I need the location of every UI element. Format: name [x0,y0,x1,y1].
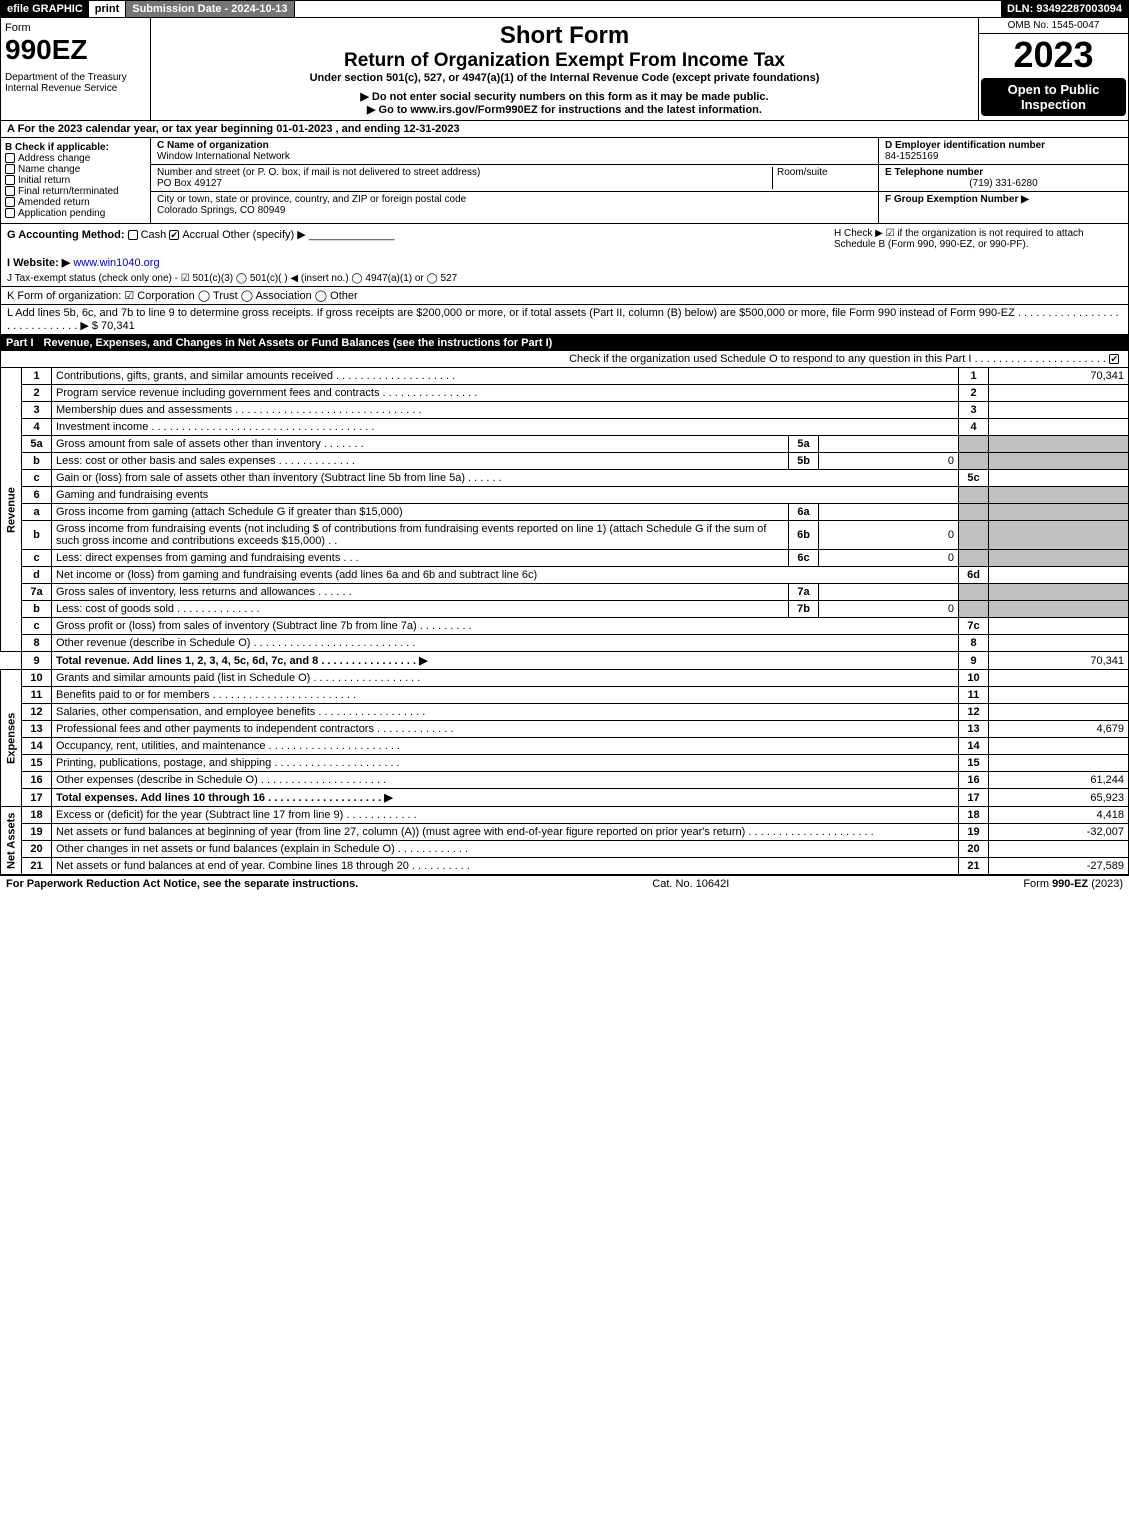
dln-label: DLN: 93492287003094 [1001,1,1128,17]
col-c: C Name of organization Window Internatio… [151,138,878,223]
department: Department of the Treasury Internal Reve… [5,72,146,94]
checkbox-address[interactable] [5,153,15,163]
print-button[interactable]: print [89,1,126,17]
footer-mid: Cat. No. 10642I [652,878,729,890]
col-b-title: B Check if applicable: [5,142,146,153]
line-a: A For the 2023 calendar year, or tax yea… [0,121,1129,138]
checkbox-pending[interactable] [5,208,15,218]
submission-date: Submission Date - 2024-10-13 [126,1,294,17]
return-title: Return of Organization Exempt From Incom… [155,50,974,72]
line-h: H Check ▶ ☑ if the organization is not r… [828,224,1128,254]
under-section: Under section 501(c), 527, or 4947(a)(1)… [155,72,974,84]
footer: For Paperwork Reduction Act Notice, see … [0,875,1129,892]
room-label: Room/suite [772,167,872,189]
city: Colorado Springs, CO 80949 [157,205,285,216]
netassets-label: Net Assets [1,807,22,875]
checkbox-initial[interactable] [5,175,15,185]
footer-left: For Paperwork Reduction Act Notice, see … [6,878,358,890]
no-ssn: ▶ Do not enter social security numbers o… [155,90,974,103]
expenses-label: Expenses [1,670,22,807]
checkbox-final[interactable] [5,186,15,196]
part1-checkline: Check if the organization used Schedule … [0,351,1129,367]
lines-table: Revenue 1 Contributions, gifts, grants, … [0,367,1129,875]
checkbox-cash[interactable] [128,230,138,240]
form-header: Form 990EZ Department of the Treasury In… [0,18,1129,121]
goto-link[interactable]: ▶ Go to www.irs.gov/Form990EZ for instru… [155,103,974,116]
name-label: C Name of organization [157,140,269,151]
tax-year: 2023 [979,34,1128,76]
e-label: E Telephone number [885,167,983,178]
part1-title: Revenue, Expenses, and Changes in Net As… [44,337,553,349]
header-left: Form 990EZ Department of the Treasury In… [1,18,151,120]
city-label: City or town, state or province, country… [157,194,466,205]
d-label: D Employer identification number [885,140,1045,151]
checkbox-name[interactable] [5,164,15,174]
checkbox-accrual[interactable] [169,230,179,240]
street-label: Number and street (or P. O. box, if mail… [157,167,480,178]
short-form-title: Short Form [155,22,974,50]
line-j: J Tax-exempt status (check only one) - ☑… [0,271,1129,286]
top-bar: efile GRAPHIC print Submission Date - 20… [0,0,1129,18]
website-link[interactable]: www.win1040.org [73,257,159,269]
open-inspection: Open to Public Inspection [981,78,1126,116]
checkbox-amended[interactable] [5,197,15,207]
part1-label: Part I [6,337,44,349]
form-word: Form [5,22,146,34]
telephone: (719) 331-6280 [885,178,1122,189]
col-def: D Employer identification number 84-1525… [878,138,1128,223]
header-right: OMB No. 1545-0047 2023 Open to Public In… [978,18,1128,120]
line-l: L Add lines 5b, 6c, and 7b to line 9 to … [0,305,1129,335]
line-i: I Website: ▶ www.win1040.org [0,254,1129,271]
footer-right: Form 990-EZ (2023) [1023,878,1123,890]
header-center: Short Form Return of Organization Exempt… [151,18,978,120]
revenue-label: Revenue [1,368,22,652]
line-g: G Accounting Method: Cash Accrual Other … [1,224,828,254]
efile-label: efile GRAPHIC [1,1,89,17]
col-b: B Check if applicable: Address change Na… [1,138,151,223]
line-l-amount: $ 70,341 [92,320,135,332]
org-name: Window International Network [157,151,290,162]
row-gh: G Accounting Method: Cash Accrual Other … [0,224,1129,254]
checkbox-scho[interactable] [1109,354,1119,364]
part1-header: Part I Revenue, Expenses, and Changes in… [0,335,1129,351]
f-label: F Group Exemption Number ▶ [885,194,1029,205]
street: PO Box 49127 [157,178,222,189]
omb-number: OMB No. 1545-0047 [979,18,1128,34]
form-number: 990EZ [5,34,146,66]
ein: 84-1525169 [885,151,938,162]
line-k: K Form of organization: ☑ Corporation ◯ … [0,286,1129,305]
section-bcdef: B Check if applicable: Address change Na… [0,138,1129,224]
